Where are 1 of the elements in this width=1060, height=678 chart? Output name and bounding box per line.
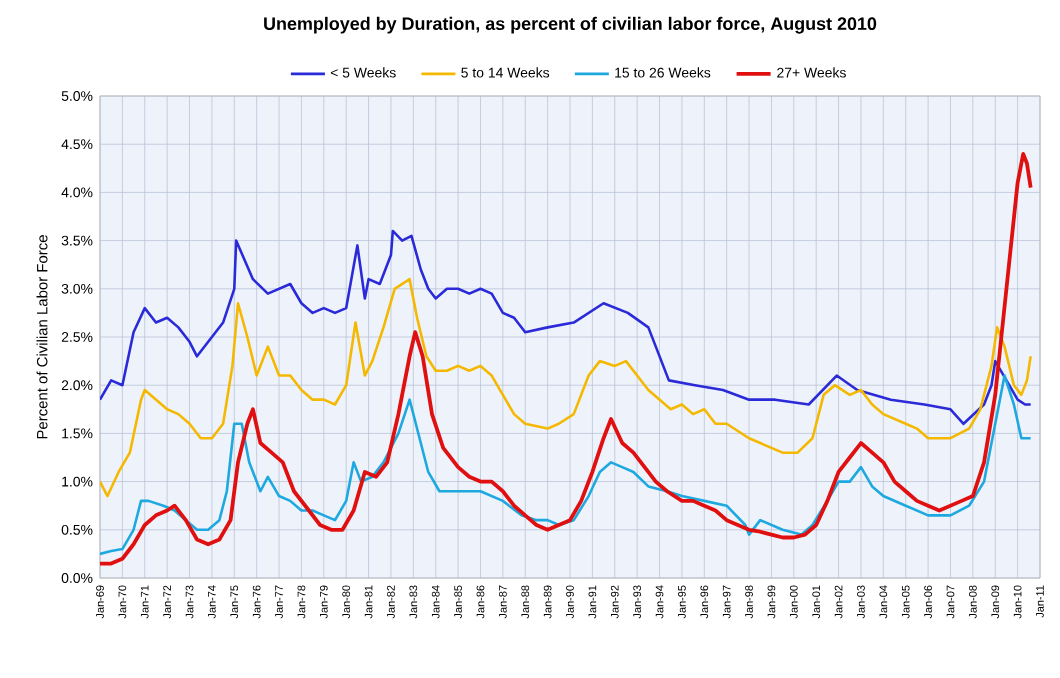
chart-title: Unemployed by Duration, as percent of civilian labor force, August 2010	[264, 16, 877, 34]
